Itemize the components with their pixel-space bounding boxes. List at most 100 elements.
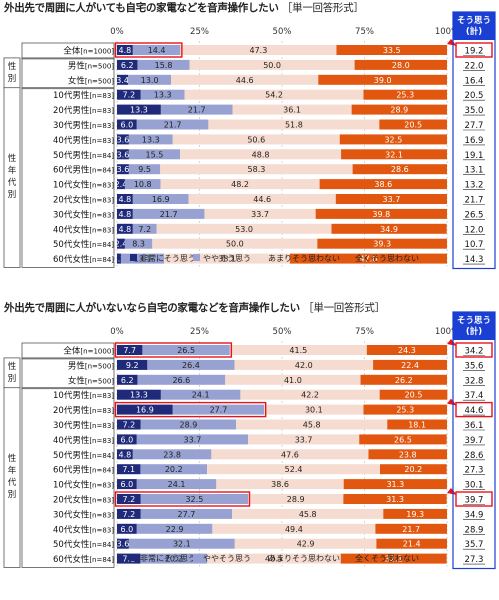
data-label: 21.7 xyxy=(164,121,182,130)
data-label: 7.2 xyxy=(138,225,151,234)
bar-segment xyxy=(289,253,447,264)
sum-value: 16.4 xyxy=(465,76,484,86)
data-label: 7.2 xyxy=(123,510,136,519)
data-label: 45.8 xyxy=(299,510,317,519)
data-label: 24.1 xyxy=(168,480,186,489)
data-label: 50.6 xyxy=(247,135,265,144)
bar-segment xyxy=(136,523,213,534)
bar-segment xyxy=(343,494,447,504)
data-label: 18.1 xyxy=(408,421,426,430)
x-tick-label: 0% xyxy=(110,327,124,337)
arrow-marker xyxy=(447,398,457,406)
category-label: 20代女性[n=83] xyxy=(53,495,114,506)
legend-label: 非常にそう思う xyxy=(140,253,196,263)
data-label: 26.5 xyxy=(394,435,412,444)
data-label: 26.5 xyxy=(177,346,195,355)
data-label: 15.5 xyxy=(146,150,164,159)
sum-value: 35.6 xyxy=(465,361,484,371)
bar-segment xyxy=(343,479,447,490)
data-label: 32.5 xyxy=(185,495,203,504)
data-label: 8.3 xyxy=(132,240,145,249)
bar-segment xyxy=(117,119,137,130)
bar-segment xyxy=(117,464,141,475)
bar-segment xyxy=(341,149,447,160)
sum-value: 28.6 xyxy=(465,451,484,461)
bar-segment xyxy=(128,134,173,145)
bar-segment xyxy=(207,464,381,475)
bar-segment xyxy=(117,389,161,400)
sum-value: 27.3 xyxy=(465,466,484,476)
group-label-age-gender: 別 xyxy=(8,190,17,200)
data-label: 28.6 xyxy=(391,165,409,174)
x-tick-label: 25% xyxy=(190,327,209,337)
bar-segment xyxy=(180,149,342,160)
bar-segment xyxy=(128,164,161,175)
category-label: 20代男性[n=83] xyxy=(53,105,114,116)
bar-segment xyxy=(136,479,217,490)
data-label: 52.4 xyxy=(285,465,303,474)
legend-swatch xyxy=(130,254,137,261)
sum-highlight-frame xyxy=(455,42,493,58)
data-label: 7.1 xyxy=(122,555,135,564)
bar-segment xyxy=(380,464,447,475)
data-label: 33.7 xyxy=(382,195,400,204)
data-label: 6.0 xyxy=(121,121,134,130)
data-label: 16.9 xyxy=(152,195,170,204)
arrow-marker xyxy=(447,39,457,46)
data-label: 13.3 xyxy=(130,391,148,400)
data-label: 31.3 xyxy=(386,495,404,504)
category-label: 20代男性[n=83] xyxy=(53,405,114,416)
data-label: 20.2 xyxy=(165,555,183,564)
data-label: 54.2 xyxy=(265,91,283,100)
data-label: 7.2 xyxy=(123,421,136,430)
highlight-frame xyxy=(114,491,251,507)
bar-segment xyxy=(136,119,209,130)
legend-label: 全くそう思わない xyxy=(355,253,419,263)
data-label: 3.4 xyxy=(116,76,129,85)
bar-segment xyxy=(147,359,235,370)
category-label: 30代女性[n=83] xyxy=(53,209,114,220)
sum-value: 19.2 xyxy=(465,47,484,57)
data-label: 13.3 xyxy=(154,91,172,100)
highlight-frame xyxy=(114,42,183,58)
sum-header-label: そう思う xyxy=(457,316,491,326)
label-box xyxy=(21,57,115,90)
category-label: 40代男性[n=83] xyxy=(53,135,114,146)
sum-value: 13.2 xyxy=(465,181,484,191)
bar-segment xyxy=(160,179,320,190)
group-label-age-gender: 年 xyxy=(8,465,17,476)
bar-segment xyxy=(120,253,165,264)
data-label: 14.4 xyxy=(148,46,166,55)
bar-segment xyxy=(184,89,364,100)
bar-segment xyxy=(132,45,181,55)
bar-segment xyxy=(248,494,344,504)
bar-segment xyxy=(117,553,141,564)
label-box xyxy=(21,87,115,268)
data-label: 20.5 xyxy=(405,391,423,400)
bar-segment xyxy=(360,374,447,385)
data-label: 28.9 xyxy=(390,106,408,115)
data-label: 6.0 xyxy=(121,525,134,534)
group-label-age-gender: 性 xyxy=(8,153,17,164)
category-label: 全体[n=1000] xyxy=(63,346,114,357)
bar-segment xyxy=(379,389,448,400)
bar-segment xyxy=(140,464,208,475)
bar-segment xyxy=(117,253,121,264)
data-label: 33.7 xyxy=(295,435,313,444)
bar-segment xyxy=(117,149,129,160)
data-label: 3.6 xyxy=(117,165,130,174)
group-label-age-gender: 性 xyxy=(8,453,17,464)
x-tick-label: 0% xyxy=(110,27,124,37)
data-label: 48.2 xyxy=(231,180,249,189)
data-label: 7.2 xyxy=(123,91,136,100)
sum-value: 30.1 xyxy=(465,481,484,491)
data-label: 20.2 xyxy=(165,465,183,474)
bar-segment xyxy=(117,523,137,534)
data-label: 48.8 xyxy=(252,150,270,159)
sum-header-label: そう思う xyxy=(457,16,491,26)
data-label: 45.8 xyxy=(303,421,321,430)
data-label: 31.3 xyxy=(386,480,404,489)
bar-segment xyxy=(172,404,265,415)
data-label: 58.3 xyxy=(248,165,266,174)
